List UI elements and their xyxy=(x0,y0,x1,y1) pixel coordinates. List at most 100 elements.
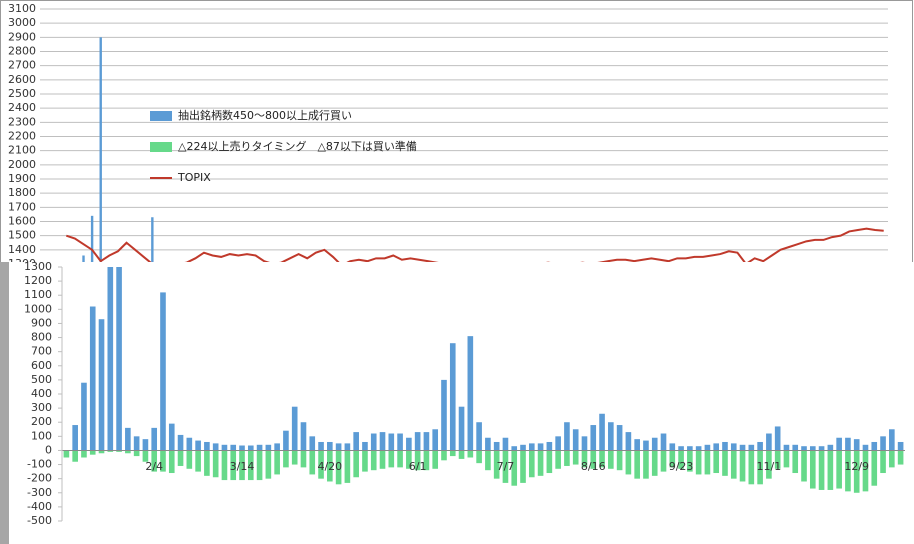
bar xyxy=(634,439,640,451)
bar xyxy=(836,450,842,489)
bar xyxy=(353,450,359,478)
bar xyxy=(379,432,386,451)
bar xyxy=(177,450,184,466)
x-tick-label: 12/9 xyxy=(844,460,869,473)
bottom-panel xyxy=(9,262,914,544)
bar xyxy=(458,450,465,459)
bar xyxy=(704,444,711,451)
bar xyxy=(730,443,737,451)
legend-label: △224以上売りタイミング △87以下は買い準備 xyxy=(178,139,417,153)
bar xyxy=(827,444,834,451)
bar xyxy=(695,450,702,475)
legend-swatch xyxy=(150,111,172,121)
bar xyxy=(476,450,482,464)
bar xyxy=(757,450,763,485)
bar xyxy=(713,443,720,451)
bar xyxy=(423,450,430,471)
bar xyxy=(177,434,184,451)
bar xyxy=(300,450,307,468)
y-tick-label: 700 xyxy=(31,345,52,358)
bar xyxy=(168,450,175,474)
y-tick-label: 2400 xyxy=(8,101,36,114)
bar xyxy=(669,443,676,451)
bar xyxy=(353,432,359,451)
x-tick-label: 9/23 xyxy=(669,460,694,473)
bar xyxy=(239,450,245,481)
bar xyxy=(274,450,280,475)
x-tick-label: 2/4 xyxy=(145,460,163,473)
bar xyxy=(195,450,201,472)
bar xyxy=(704,450,711,475)
bar xyxy=(388,433,395,451)
y-tick-label: 2700 xyxy=(8,59,36,72)
bar xyxy=(537,443,544,451)
bar xyxy=(406,450,412,469)
y-tick-label: 2300 xyxy=(8,115,36,128)
bar xyxy=(651,450,658,476)
y-tick-label: 2100 xyxy=(8,144,36,157)
bar xyxy=(406,437,412,451)
bar xyxy=(212,443,219,451)
bar xyxy=(871,450,878,486)
bar xyxy=(889,450,895,468)
bar xyxy=(107,450,114,452)
x-tick-label: 11/1 xyxy=(757,460,782,473)
y-tick-label: 1300 xyxy=(24,260,52,273)
bar xyxy=(142,439,149,451)
bar xyxy=(362,450,368,472)
bar xyxy=(511,450,518,486)
bar xyxy=(151,450,158,472)
bar xyxy=(722,450,728,476)
bar xyxy=(485,450,491,471)
bar xyxy=(370,433,377,451)
bar xyxy=(757,441,763,451)
bar xyxy=(247,445,254,451)
bar xyxy=(230,450,237,481)
y-tick-label: 1200 xyxy=(24,274,52,287)
bar xyxy=(344,443,351,451)
bar xyxy=(862,444,869,451)
bar xyxy=(81,450,87,458)
bar xyxy=(809,450,816,489)
bar xyxy=(133,450,140,457)
bar xyxy=(168,423,175,451)
bar xyxy=(590,450,597,469)
legend-label: 抽出銘柄数450～800以上成行買い xyxy=(178,108,352,122)
panel-edge xyxy=(0,262,9,544)
bar xyxy=(792,450,799,474)
bar xyxy=(186,450,193,469)
bar xyxy=(458,406,465,451)
x-tick-label: 8/16 xyxy=(581,460,606,473)
bar xyxy=(572,450,579,465)
bar xyxy=(809,446,816,451)
bar xyxy=(300,422,307,451)
y-tick-label: 1700 xyxy=(8,200,36,213)
bar xyxy=(546,441,553,451)
y-tick-label: 1600 xyxy=(8,215,36,228)
bar xyxy=(845,437,851,451)
bar xyxy=(678,446,684,451)
bar xyxy=(766,450,772,479)
legend-label: TOPIX xyxy=(177,171,211,184)
y-tick-label: 2000 xyxy=(8,158,36,171)
bar xyxy=(397,433,403,451)
bar xyxy=(89,306,96,451)
bar xyxy=(449,343,456,451)
bar xyxy=(528,450,535,478)
y-tick-label: 1100 xyxy=(24,288,52,301)
y-tick-label: 0 xyxy=(45,443,52,456)
bar xyxy=(335,443,342,451)
bar xyxy=(572,429,579,451)
bar xyxy=(880,450,886,474)
bar xyxy=(520,444,526,451)
bar xyxy=(845,450,851,492)
y-tick-label: 3100 xyxy=(8,2,36,15)
bar xyxy=(818,450,825,490)
bar xyxy=(537,450,544,476)
bar xyxy=(256,444,263,451)
bar xyxy=(204,441,210,451)
y-tick-label: 2200 xyxy=(8,130,36,143)
bar xyxy=(142,450,149,462)
y-tick-label: 500 xyxy=(31,373,52,386)
